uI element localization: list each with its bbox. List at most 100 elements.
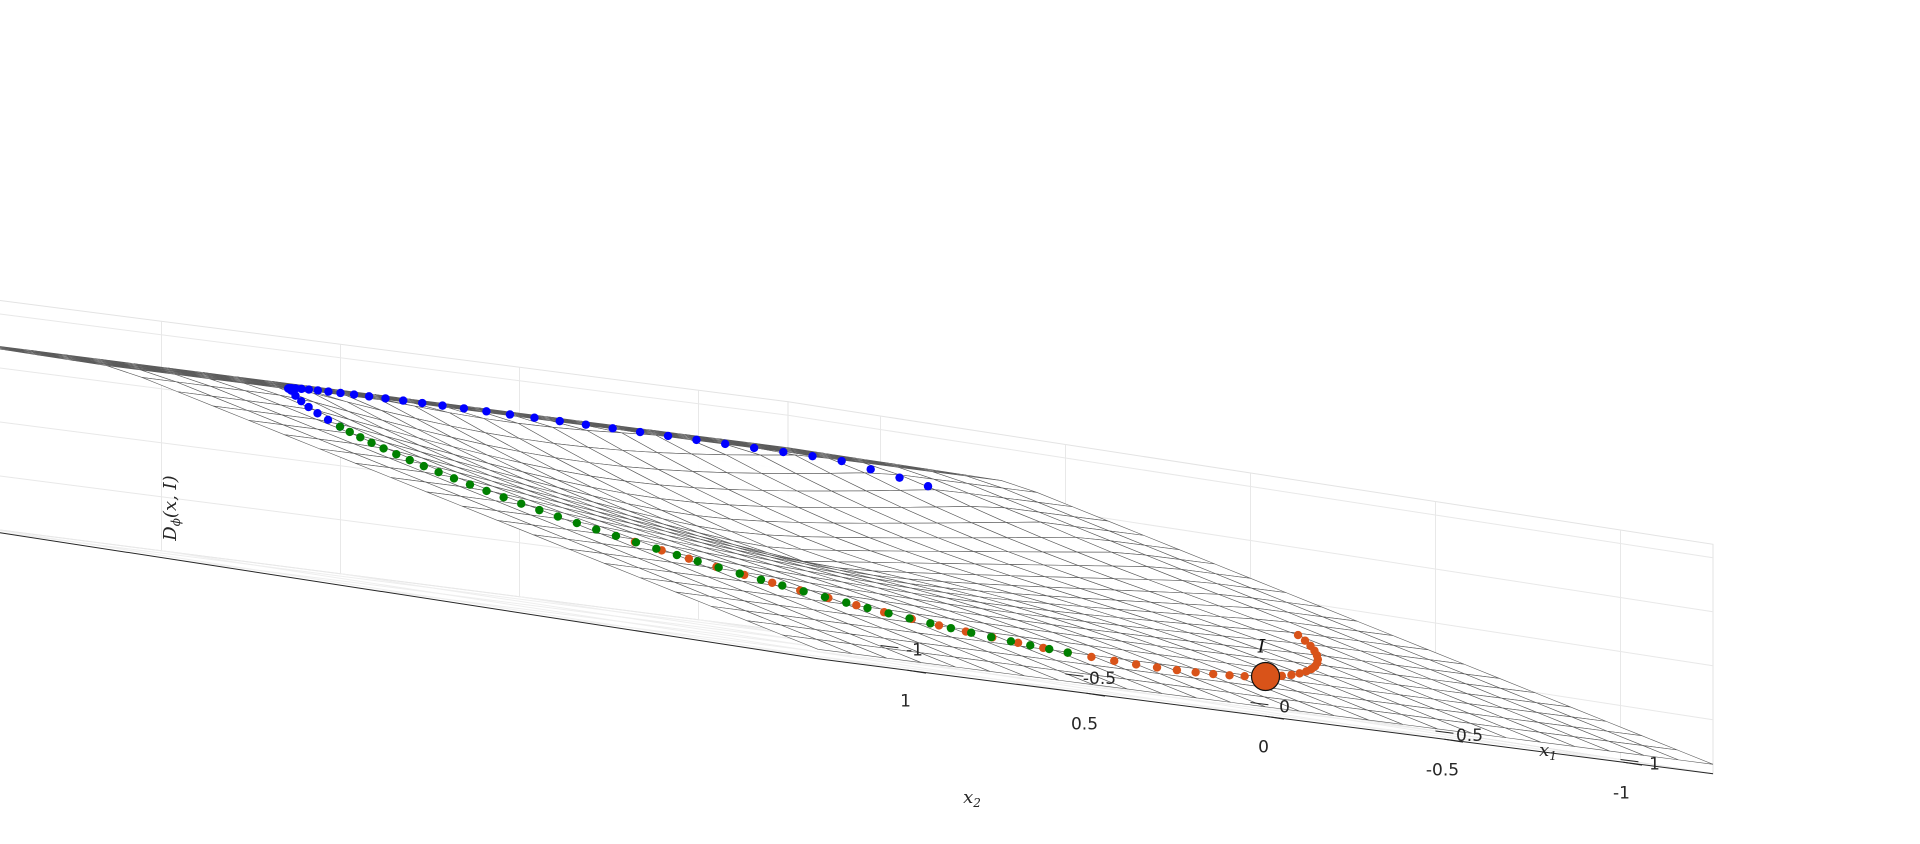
- series-3-point: [735, 569, 744, 578]
- series-3-point: [419, 461, 429, 471]
- x1-tick-mark: [1620, 759, 1639, 763]
- series-2-point: [1172, 665, 1182, 675]
- series-3-point: [379, 444, 388, 453]
- series-3-point: [1026, 641, 1035, 650]
- series-3-point: [592, 525, 601, 534]
- series-3-point: [1063, 648, 1072, 657]
- series-3-point: [905, 614, 914, 623]
- gridline-floor-x1: [725, 644, 1621, 760]
- x2-tick-mark: [1623, 761, 1643, 766]
- series-1-point: [381, 394, 390, 403]
- series-1-point: [866, 465, 875, 474]
- series-2-point: [1131, 660, 1141, 669]
- series-1-point: [663, 431, 673, 441]
- series-3-point: [631, 538, 641, 547]
- series-3-point: [672, 550, 682, 560]
- point-i-label: I: [1257, 636, 1266, 658]
- series-2-point: [852, 601, 861, 610]
- series-1-point: [581, 420, 591, 429]
- series-2-point: [1087, 652, 1096, 662]
- series-2-point: [1302, 667, 1311, 676]
- series-3-point: [405, 455, 414, 465]
- series-3-point: [367, 438, 376, 448]
- series-3-point: [946, 623, 956, 633]
- series-3-point: [335, 422, 345, 431]
- series-3-point: [356, 433, 365, 442]
- x1-tick-label: -1: [906, 641, 923, 661]
- series-3-point: [1045, 644, 1054, 654]
- x1-axis-line: [0, 532, 819, 660]
- series-2-point: [1013, 638, 1023, 648]
- series-3-point: [863, 603, 872, 613]
- gridline-floor-x2: [161, 550, 1087, 694]
- series-3-point: [714, 563, 723, 572]
- surface-mesh: [0, 346, 1714, 765]
- series-3-point: [842, 598, 851, 607]
- series-3-point: [967, 628, 976, 637]
- series-3-point: [535, 505, 544, 515]
- x1-tick-label: -0.5: [1083, 669, 1116, 689]
- series-1-point: [555, 416, 564, 426]
- x1-tick-label: 1: [1649, 755, 1660, 775]
- series-2-point: [1191, 668, 1200, 677]
- series-3-point: [884, 609, 893, 618]
- z-axis-label: Dϕ(x, I): [160, 475, 183, 541]
- series-3-point: [799, 587, 808, 596]
- series-3-point: [652, 544, 661, 553]
- surface-cell: [1642, 745, 1714, 765]
- series-1-point: [505, 410, 515, 419]
- x1-tick-label: 0.5: [1456, 726, 1483, 746]
- series-1-point: [923, 482, 933, 491]
- series-1-point: [364, 392, 374, 401]
- series-1-point: [349, 390, 359, 399]
- series-3-point: [926, 619, 935, 628]
- series-3-point: [392, 450, 401, 459]
- series-1-point: [297, 396, 306, 406]
- series-2-point: [1240, 671, 1249, 681]
- series-2-point: [684, 554, 694, 563]
- series-3-point: [499, 493, 508, 502]
- series-1-point: [608, 424, 617, 433]
- series-2-point: [1110, 656, 1119, 666]
- x1-tick-mark: [1250, 702, 1269, 706]
- series-1-point: [779, 447, 788, 457]
- series-3-point: [987, 632, 996, 642]
- x2-axis-label: x2: [963, 787, 981, 810]
- series-2-point: [1208, 669, 1218, 679]
- series-1-point: [837, 456, 846, 466]
- series-3-point: [693, 557, 702, 566]
- series-3-point: [482, 486, 491, 496]
- series-2-point: [1293, 630, 1303, 640]
- x1-tick-label: 0: [1279, 698, 1290, 718]
- series-3-point: [1006, 637, 1016, 646]
- series-1-point: [692, 435, 701, 445]
- gridline-floor-x2: [0, 529, 908, 671]
- x1-tick-mark: [1065, 673, 1084, 677]
- x2-ticks: -1 -0.5 0 0.5 1: [900, 669, 1643, 803]
- x2-tick-label: 1: [900, 691, 911, 711]
- x2-tick-mark: [1265, 715, 1285, 720]
- series-1-point: [720, 439, 730, 449]
- point-i-marker: [1250, 661, 1281, 692]
- x1-tick-mark: [880, 645, 899, 649]
- series-2-point: [1287, 670, 1296, 680]
- x2-tick-mark: [907, 669, 927, 674]
- series-3-point: [756, 575, 766, 584]
- series-3-point: [820, 592, 830, 602]
- series-1-point: [808, 451, 817, 461]
- series-1-point: [313, 386, 323, 395]
- x1-axis-label: x1: [1539, 740, 1557, 763]
- series-1-point: [749, 443, 759, 453]
- series-2-point: [934, 621, 944, 630]
- series-2-point: [1225, 671, 1234, 680]
- series-1-point: [323, 415, 333, 424]
- series-3-point: [517, 499, 526, 508]
- series-2-point: [1152, 663, 1162, 672]
- series-3-point: [778, 581, 787, 590]
- series-3-point: [465, 480, 475, 489]
- x2-tick-mark: [1086, 692, 1106, 697]
- series-3-point: [345, 427, 354, 437]
- x2-tick-mark: [1444, 738, 1464, 743]
- series-2-point: [1300, 636, 1310, 645]
